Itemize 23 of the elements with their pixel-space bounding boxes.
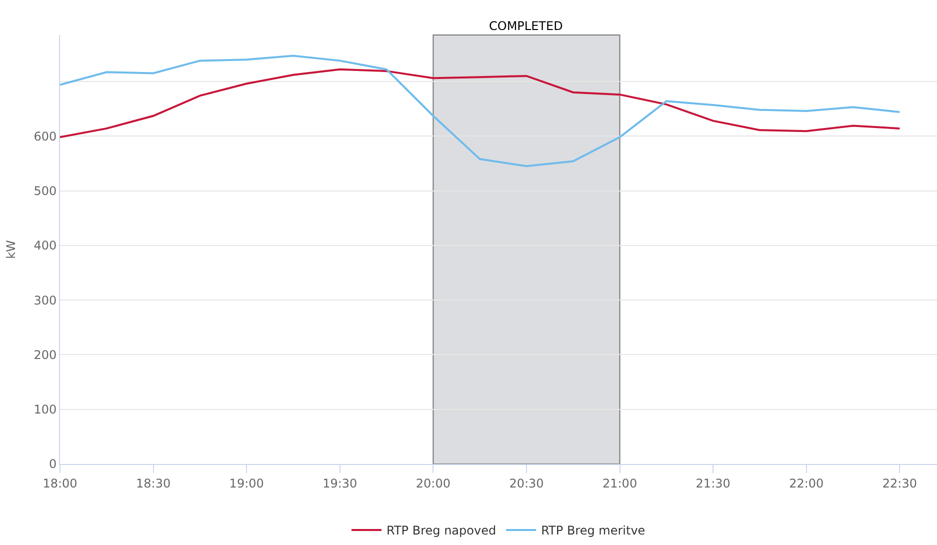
- y-tick-label: 200: [34, 348, 57, 362]
- x-tick-label: 20:30: [509, 476, 544, 490]
- legend-label: RTP Breg napoved: [386, 524, 496, 538]
- y-tick-label: 600: [34, 129, 57, 144]
- line-series: [60, 68, 901, 138]
- y-tick-label: 100: [34, 402, 57, 417]
- x-tick-label: 19:00: [229, 476, 264, 490]
- y-tick-label: 0: [48, 457, 57, 472]
- legend-label: RTP Breg meritve: [541, 524, 646, 538]
- y-tick-label: 300: [34, 293, 57, 308]
- y-axis-title: kW: [4, 240, 18, 259]
- x-tick-label: 22:30: [882, 476, 917, 490]
- x-tick-label: 18:00: [42, 476, 78, 490]
- y-tick-label: 400: [34, 238, 57, 253]
- x-tick-label: 19:30: [322, 476, 358, 490]
- x-tick-label: 21:00: [602, 476, 638, 490]
- x-tick-label: 18:30: [136, 476, 171, 490]
- x-tick-label: 21:30: [696, 476, 730, 490]
- x-tick-label: 22:00: [789, 476, 824, 490]
- band-label: COMPLETED: [489, 19, 563, 33]
- line-series: [60, 54, 901, 168]
- x-tick-label: 20:00: [416, 476, 450, 490]
- y-tick-label: 500: [34, 184, 57, 198]
